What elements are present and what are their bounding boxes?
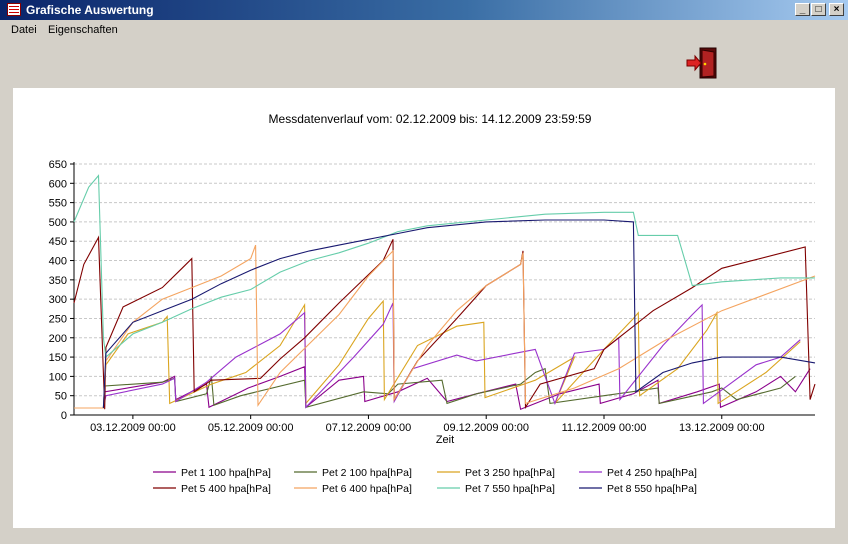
legend-label: Pet 6 400 hpa[hPa]: [322, 483, 412, 495]
chart-title: Messdatenverlauf vom: 02.12.2009 bis: 14…: [268, 112, 592, 126]
y-tick-label: 100: [49, 371, 67, 383]
exit-button[interactable]: [686, 47, 718, 79]
y-tick-label: 0: [61, 410, 67, 422]
y-tick-label: 400: [49, 256, 67, 268]
y-tick-label: 500: [49, 217, 67, 229]
series-line-4: [102, 302, 801, 409]
menu-datei[interactable]: Datei: [11, 24, 37, 36]
legend-label: Pet 2 100 hpa[hPa]: [322, 467, 412, 479]
close-button[interactable]: ×: [829, 3, 844, 16]
y-tick-label: 150: [49, 352, 67, 364]
x-axis-label: Zeit: [436, 434, 454, 446]
series-line-2: [102, 367, 796, 409]
maximize-button[interactable]: □: [811, 3, 826, 16]
x-tick-label: 11.12.2009 00:00: [562, 422, 647, 434]
y-tick-label: 200: [49, 333, 67, 345]
x-tick-label: 03.12.2009 00:00: [90, 422, 176, 434]
legend-label: Pet 1 100 hpa[hPa]: [181, 467, 271, 479]
chart-panel: Messdatenverlauf vom: 02.12.2009 bis: 14…: [13, 88, 835, 528]
legend-label: Pet 5 400 hpa[hPa]: [181, 483, 271, 495]
series-line-6: [74, 244, 816, 409]
x-tick-label: 13.12.2009 00:00: [679, 422, 765, 434]
legend-label: Pet 7 550 hpa[hPa]: [465, 483, 555, 495]
exit-door-icon: [686, 47, 717, 79]
y-tick-label: 650: [49, 159, 67, 171]
minimize-button[interactable]: _: [795, 3, 810, 16]
legend-label: Pet 8 550 hpa[hPa]: [607, 483, 697, 495]
x-tick-label: 07.12.2009 00:00: [326, 422, 412, 434]
y-tick-label: 50: [55, 391, 67, 403]
series-line-7: [73, 174, 815, 359]
menu-bar: Datei Eigenschaften: [0, 20, 848, 39]
series-line-8: [102, 219, 816, 409]
status-strip: [0, 530, 848, 544]
title-bar: Grafische Auswertung _ □ ×: [0, 0, 848, 20]
window-title: Grafische Auswertung: [26, 3, 154, 17]
y-tick-label: 550: [49, 198, 67, 210]
y-tick-label: 300: [49, 294, 67, 306]
line-chart: 0 50 100 150 200 250 300 350 400 450 500 550 600 650 0…: [49, 159, 816, 495]
legend-label: Pet 4 250 hpa[hPa]: [607, 467, 697, 479]
y-tick-label: 450: [49, 236, 67, 248]
menu-eigenschaften[interactable]: Eigenschaften: [48, 24, 118, 36]
x-tick-label: 09.12.2009 00:00: [443, 422, 529, 434]
series-line-1: [74, 365, 811, 410]
y-tick-label: 350: [49, 275, 67, 287]
legend-label: Pet 3 250 hpa[hPa]: [465, 467, 555, 479]
y-tick-label: 250: [49, 313, 67, 325]
app-chart-icon: [7, 3, 21, 16]
y-tick-label: 600: [49, 178, 67, 190]
series-line-5: [73, 235, 816, 410]
x-tick-label: 05.12.2009 00:00: [208, 422, 294, 434]
series-line-3: [102, 299, 801, 409]
